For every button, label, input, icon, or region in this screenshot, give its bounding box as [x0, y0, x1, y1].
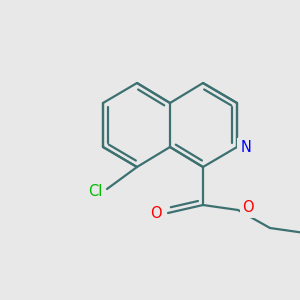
- Text: N: N: [238, 140, 249, 154]
- Text: O: O: [150, 206, 162, 220]
- Text: Cl: Cl: [88, 184, 102, 199]
- Text: O: O: [242, 200, 254, 215]
- Text: N: N: [241, 140, 251, 154]
